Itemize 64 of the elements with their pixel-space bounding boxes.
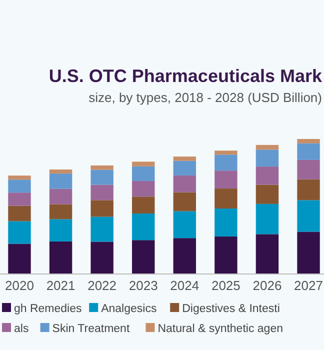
x-tick-label: 2022 — [88, 278, 117, 293]
bar — [8, 176, 31, 180]
bar — [256, 234, 279, 274]
bar — [256, 150, 279, 167]
x-tick-label: 2027 — [294, 278, 323, 293]
bar — [256, 144, 279, 150]
bar — [297, 179, 320, 200]
bar — [132, 214, 155, 240]
bar — [8, 206, 31, 222]
legend-label: Skin Treatment — [52, 323, 130, 335]
bar — [214, 170, 238, 189]
bar — [49, 174, 72, 189]
legend-label: Natural & synthetic agen — [158, 323, 283, 335]
bar — [8, 221, 31, 244]
bar — [297, 139, 320, 144]
bar — [132, 180, 155, 197]
bar — [90, 200, 114, 217]
bar — [132, 240, 155, 274]
bar — [214, 236, 238, 274]
legend-label: gh Remedies — [14, 303, 82, 315]
bar — [297, 200, 320, 232]
bar — [90, 170, 114, 185]
bar — [256, 184, 279, 204]
x-tick-label: 2020 — [5, 278, 34, 293]
bar — [49, 204, 72, 220]
bar — [49, 241, 72, 274]
bar — [49, 170, 72, 174]
bar — [214, 208, 238, 236]
bar — [173, 238, 196, 274]
bar — [49, 219, 72, 242]
bar — [173, 160, 196, 176]
bar — [256, 166, 279, 185]
bar — [214, 150, 238, 155]
x-tick-label: 2025 — [211, 278, 240, 293]
bar — [8, 192, 31, 206]
bar — [90, 242, 114, 274]
bar — [256, 204, 279, 234]
bar — [214, 188, 238, 209]
bar — [173, 156, 196, 161]
bar — [8, 180, 31, 193]
bar — [132, 166, 155, 181]
x-tick-label: 2021 — [46, 278, 76, 293]
bar — [90, 184, 114, 200]
bar — [132, 162, 155, 166]
bar — [8, 244, 31, 274]
x-tick-label: 2023 — [128, 278, 158, 293]
bar — [297, 232, 320, 274]
bar — [214, 154, 238, 171]
bar — [49, 188, 72, 204]
bar — [90, 165, 114, 170]
legend-label: Digestives & Intesti — [182, 303, 280, 315]
bar — [173, 211, 196, 238]
bar — [132, 196, 155, 214]
chart-title: U.S. OTC Pharmaceuticals Mark — [48, 66, 323, 86]
legend-label: Analgesics — [101, 303, 157, 315]
x-tick-label: 2024 — [170, 278, 200, 293]
bar — [173, 192, 196, 212]
bar — [173, 175, 196, 192]
bar — [90, 216, 114, 242]
x-tick-label: 2026 — [252, 278, 282, 293]
chart-subtitle: size, by types, 2018 - 2028 (USD Billion) — [88, 90, 322, 105]
bar — [297, 143, 320, 160]
legend-label: als — [14, 323, 29, 335]
bar — [297, 160, 320, 180]
